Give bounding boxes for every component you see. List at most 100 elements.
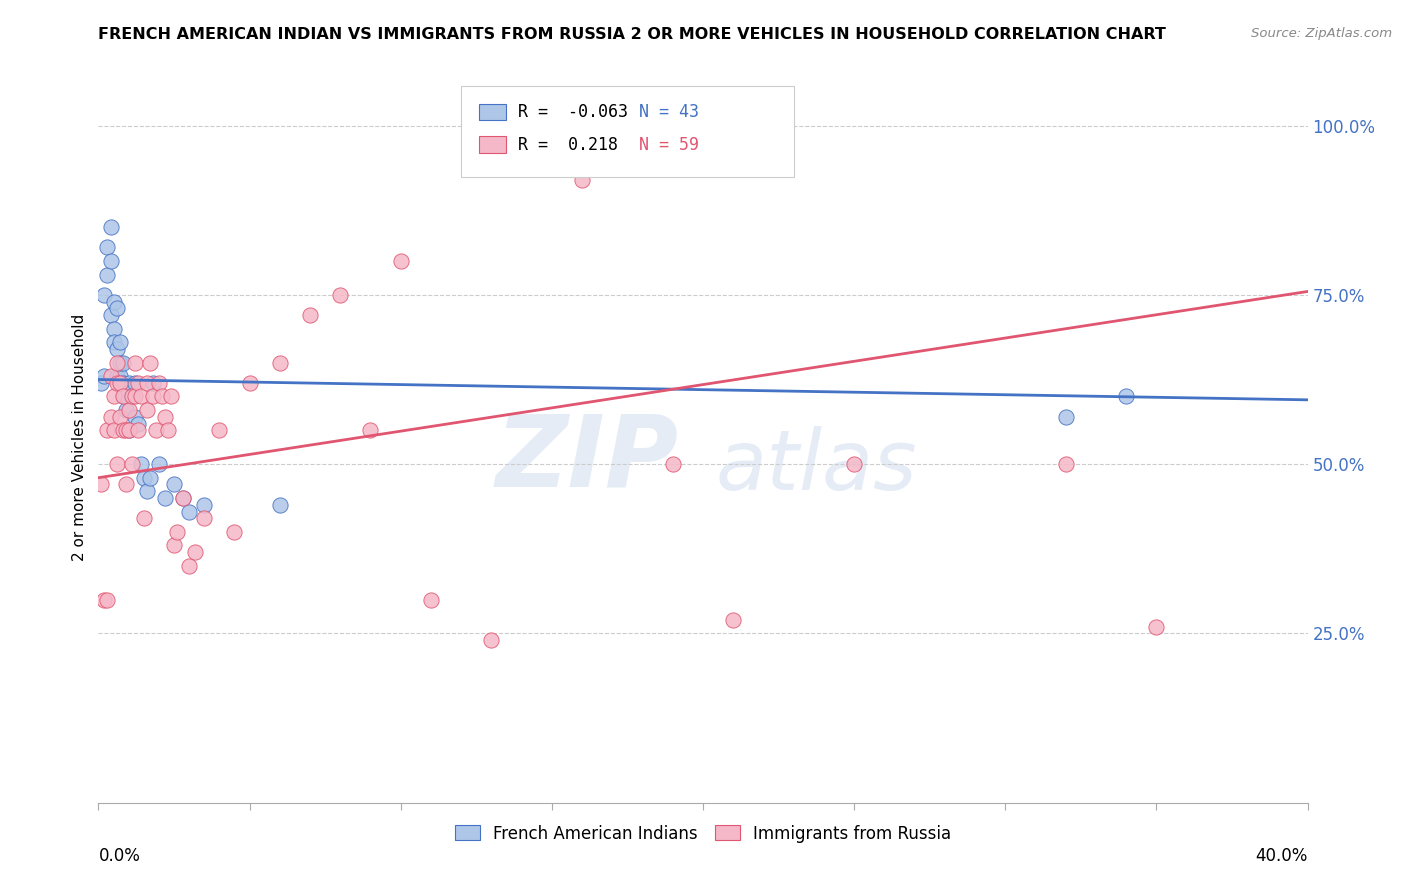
Point bbox=[129, 457, 152, 471]
Text: FRENCH AMERICAN INDIAN VS IMMIGRANTS FROM RUSSIA 2 OR MORE VEHICLES IN HOUSEHOLD: FRENCH AMERICAN INDIAN VS IMMIGRANTS FRO… bbox=[98, 27, 1167, 42]
Point bbox=[118, 423, 141, 437]
Point bbox=[1115, 389, 1137, 403]
Point bbox=[103, 335, 125, 350]
Point bbox=[121, 389, 143, 403]
Point bbox=[93, 592, 115, 607]
Text: R =  -0.063: R = -0.063 bbox=[517, 103, 628, 120]
Point bbox=[239, 376, 262, 390]
Point bbox=[135, 376, 157, 390]
Point bbox=[172, 491, 194, 505]
Point bbox=[571, 172, 593, 186]
Point bbox=[269, 355, 291, 369]
Point bbox=[179, 505, 201, 519]
Point bbox=[150, 389, 173, 403]
Point bbox=[420, 592, 443, 607]
Text: ZIP: ZIP bbox=[496, 410, 679, 508]
Point bbox=[105, 457, 128, 471]
Point bbox=[142, 376, 165, 390]
Point bbox=[160, 389, 183, 403]
Point bbox=[132, 471, 155, 485]
Point bbox=[166, 524, 188, 539]
Point bbox=[127, 423, 149, 437]
Point bbox=[661, 457, 683, 471]
Text: N = 59: N = 59 bbox=[638, 136, 699, 153]
Point bbox=[100, 308, 122, 322]
Point bbox=[145, 423, 167, 437]
Point bbox=[163, 538, 186, 552]
Point bbox=[103, 322, 125, 336]
Point bbox=[127, 376, 149, 390]
Point bbox=[103, 389, 125, 403]
Point bbox=[108, 355, 131, 369]
Text: Source: ZipAtlas.com: Source: ZipAtlas.com bbox=[1251, 27, 1392, 40]
Point bbox=[96, 268, 118, 282]
Point bbox=[224, 524, 246, 539]
FancyBboxPatch shape bbox=[479, 103, 506, 120]
Point bbox=[135, 484, 157, 499]
Point bbox=[1054, 409, 1077, 424]
Point bbox=[108, 409, 131, 424]
Point bbox=[118, 423, 141, 437]
Point bbox=[118, 403, 141, 417]
Point bbox=[111, 376, 134, 390]
Point bbox=[100, 254, 122, 268]
Point bbox=[389, 254, 412, 268]
Point bbox=[142, 389, 165, 403]
Point bbox=[111, 389, 134, 403]
Point bbox=[139, 355, 162, 369]
Point bbox=[100, 409, 122, 424]
Point bbox=[100, 220, 122, 235]
Point bbox=[139, 471, 162, 485]
Y-axis label: 2 or more Vehicles in Household: 2 or more Vehicles in Household bbox=[72, 313, 87, 561]
Point bbox=[299, 308, 322, 322]
Point bbox=[96, 240, 118, 254]
Text: 40.0%: 40.0% bbox=[1256, 847, 1308, 864]
Point bbox=[121, 389, 143, 403]
Point bbox=[96, 423, 118, 437]
Point bbox=[135, 403, 157, 417]
Point bbox=[103, 423, 125, 437]
Point bbox=[153, 491, 176, 505]
Text: atlas: atlas bbox=[716, 425, 917, 507]
Point bbox=[96, 592, 118, 607]
Point bbox=[118, 376, 141, 390]
Point bbox=[114, 423, 136, 437]
Point bbox=[156, 423, 179, 437]
Point bbox=[114, 403, 136, 417]
Point bbox=[481, 633, 503, 648]
Point bbox=[269, 498, 291, 512]
Point bbox=[121, 457, 143, 471]
Point bbox=[108, 335, 131, 350]
FancyBboxPatch shape bbox=[479, 136, 506, 153]
Point bbox=[153, 409, 176, 424]
Point bbox=[129, 389, 152, 403]
Text: R =  0.218: R = 0.218 bbox=[517, 136, 619, 153]
Point bbox=[100, 369, 122, 384]
Point bbox=[179, 558, 201, 573]
Point bbox=[360, 423, 382, 437]
Point bbox=[208, 423, 231, 437]
Point bbox=[111, 355, 134, 369]
Point bbox=[108, 376, 131, 390]
Point bbox=[844, 457, 866, 471]
Point bbox=[132, 511, 155, 525]
Point bbox=[124, 389, 146, 403]
Point bbox=[193, 511, 215, 525]
Point bbox=[124, 355, 146, 369]
Point bbox=[105, 355, 128, 369]
Point bbox=[148, 457, 170, 471]
Point bbox=[172, 491, 194, 505]
Point bbox=[124, 376, 146, 390]
Point bbox=[93, 369, 115, 384]
Point bbox=[105, 342, 128, 356]
FancyBboxPatch shape bbox=[461, 86, 793, 178]
Point bbox=[163, 477, 186, 491]
Text: 0.0%: 0.0% bbox=[98, 847, 141, 864]
Point bbox=[114, 477, 136, 491]
Point bbox=[105, 301, 128, 316]
Point bbox=[105, 376, 128, 390]
Point bbox=[723, 613, 745, 627]
Point bbox=[114, 389, 136, 403]
Point bbox=[193, 498, 215, 512]
Point bbox=[148, 376, 170, 390]
